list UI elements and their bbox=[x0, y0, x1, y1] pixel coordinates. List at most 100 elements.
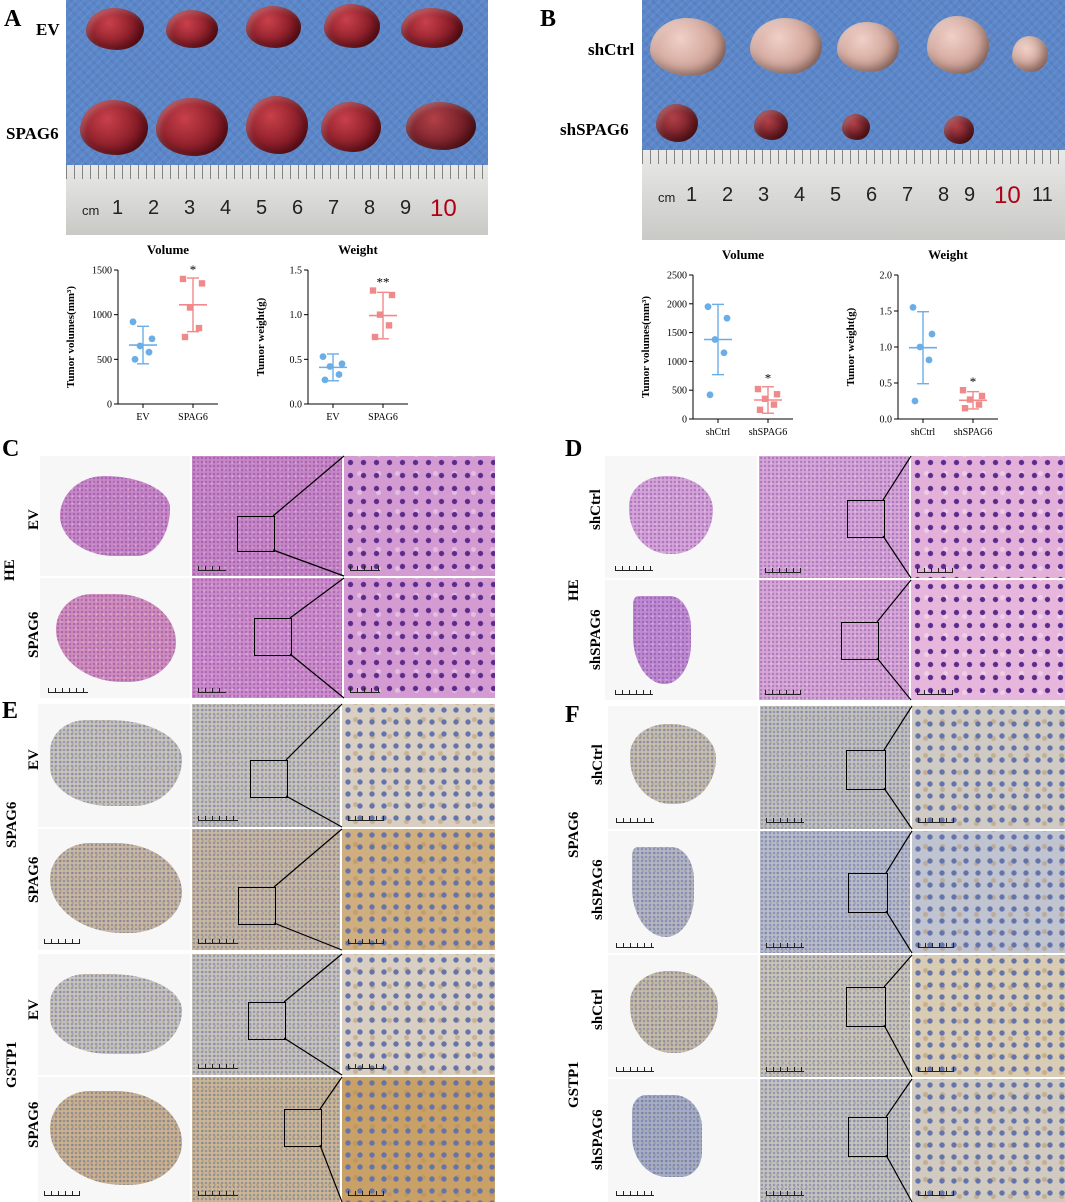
tumor bbox=[246, 96, 308, 154]
y-axis-label: Tumor volumes(mm³) bbox=[640, 296, 652, 398]
ihc-highmag bbox=[342, 954, 495, 1075]
y-tick-label: 1.0 bbox=[880, 343, 893, 354]
y-tick-label: 1500 bbox=[92, 266, 112, 277]
data-point bbox=[770, 401, 778, 408]
data-point bbox=[179, 275, 187, 283]
ihc-highmag bbox=[342, 1077, 495, 1202]
stain-label-he: HE bbox=[566, 579, 582, 601]
data-point bbox=[131, 355, 139, 363]
y-tick-label: 1.5 bbox=[880, 307, 893, 318]
tumor bbox=[944, 116, 974, 144]
tumor bbox=[842, 114, 870, 140]
data-point bbox=[129, 318, 137, 326]
data-point bbox=[335, 371, 343, 378]
chart-title: Weight bbox=[928, 247, 968, 262]
group-label-spag6: SPAG6 bbox=[6, 124, 59, 143]
data-point bbox=[198, 280, 206, 287]
he-highmag-spag6 bbox=[344, 578, 495, 698]
panel-letter-a: A bbox=[4, 6, 22, 32]
panel-letter-b: B bbox=[540, 6, 557, 32]
y-axis-label: Tumor weight(g) bbox=[255, 297, 267, 376]
x-tick-label: EV bbox=[326, 412, 340, 423]
data-point bbox=[925, 356, 933, 364]
x-tick-label: shCtrl bbox=[911, 427, 936, 438]
tumor bbox=[321, 102, 381, 152]
tumor-photo-b: cm 1 2 3 4 5 6 7 8 9 10 11 bbox=[642, 0, 1065, 240]
data-point bbox=[186, 304, 194, 311]
stain-label-spag6: SPAG6 bbox=[566, 811, 582, 859]
tumor bbox=[80, 100, 148, 155]
stain-label-spag6: SPAG6 bbox=[4, 801, 20, 849]
data-point bbox=[975, 401, 983, 408]
significance-marker: ** bbox=[377, 275, 390, 290]
he-highmag-shctrl bbox=[911, 456, 1065, 578]
y-axis-label: Tumor weight(g) bbox=[845, 307, 857, 386]
data-point bbox=[928, 330, 936, 338]
significance-marker: * bbox=[190, 262, 197, 277]
significance-marker: * bbox=[970, 374, 977, 389]
y-tick-label: 2000 bbox=[667, 299, 687, 310]
tumor-photo-a: cm 1 2 3 4 5 6 7 8 9 10 bbox=[66, 0, 488, 235]
data-point bbox=[966, 396, 974, 403]
group-label-shspag6: shSPAG6 bbox=[560, 120, 629, 139]
tumor bbox=[650, 18, 726, 76]
ihc-whole-section bbox=[608, 955, 758, 1077]
data-point bbox=[148, 335, 156, 343]
data-point bbox=[978, 392, 986, 400]
chart-title: Volume bbox=[147, 242, 189, 257]
he-highmag-shspag6 bbox=[911, 580, 1065, 700]
he-whole-section-shctrl bbox=[605, 456, 757, 578]
tumor bbox=[837, 22, 899, 72]
y-tick-label: 1000 bbox=[667, 357, 687, 368]
ihc-highmag bbox=[912, 1079, 1065, 1202]
data-point bbox=[385, 322, 393, 329]
tumor bbox=[86, 8, 144, 50]
data-point bbox=[959, 387, 967, 394]
ihc-lowmag bbox=[192, 704, 340, 827]
y-tick-label: 2500 bbox=[667, 271, 687, 282]
y-tick-label: 0.5 bbox=[880, 379, 893, 390]
panel-letter-f: F bbox=[565, 702, 580, 728]
stain-label-he: HE bbox=[2, 559, 18, 581]
data-point bbox=[756, 406, 764, 413]
x-tick-label: shCtrl bbox=[706, 427, 731, 438]
chart-title: Volume bbox=[722, 247, 764, 262]
group-label-ev: EV bbox=[36, 20, 60, 39]
data-point bbox=[321, 376, 329, 384]
data-point bbox=[388, 291, 396, 299]
data-point bbox=[961, 405, 969, 412]
x-tick-label: shSPAG6 bbox=[954, 427, 993, 438]
data-point bbox=[911, 397, 919, 405]
ihc-highmag bbox=[912, 955, 1065, 1077]
ihc-lowmag bbox=[760, 706, 910, 829]
ihc-whole-section bbox=[608, 706, 758, 829]
tumor bbox=[324, 4, 380, 48]
chart-b-weight: Weight Tumor weight(g) 0.0 0.5 1.0 1.5 2.0 shCt… bbox=[845, 247, 998, 438]
data-point bbox=[720, 349, 728, 357]
y-tick-label: 500 bbox=[97, 355, 112, 366]
ihc-highmag bbox=[342, 704, 495, 827]
tumor bbox=[401, 8, 463, 48]
he-whole-section-ev bbox=[40, 456, 190, 576]
data-point bbox=[319, 353, 327, 361]
data-point bbox=[369, 287, 377, 294]
ihc-lowmag bbox=[192, 1077, 340, 1202]
data-point bbox=[326, 363, 334, 370]
x-tick-label: EV bbox=[136, 412, 150, 423]
x-tick-label: SPAG6 bbox=[178, 412, 208, 423]
data-point bbox=[338, 360, 346, 368]
ihc-whole-section bbox=[38, 829, 190, 950]
data-point bbox=[704, 303, 712, 311]
stain-label-gstp1: GSTP1 bbox=[4, 1041, 20, 1089]
chart-a-volume: Volume Tumor volumes(mm³) 0 500 1000 1500 EV SP… bbox=[65, 242, 218, 423]
y-tick-label: 1000 bbox=[92, 310, 112, 321]
data-point bbox=[909, 304, 917, 311]
ruler: cm 1 2 3 4 5 6 7 8 9 10 11 bbox=[642, 150, 1065, 240]
panel-letter-c: C bbox=[2, 436, 20, 462]
ihc-lowmag bbox=[760, 955, 910, 1077]
ihc-whole-section bbox=[608, 831, 758, 953]
significance-marker: * bbox=[765, 371, 772, 386]
panel-letter-e: E bbox=[2, 698, 19, 724]
tumor bbox=[406, 102, 476, 150]
y-tick-label: 0.5 bbox=[290, 355, 303, 366]
